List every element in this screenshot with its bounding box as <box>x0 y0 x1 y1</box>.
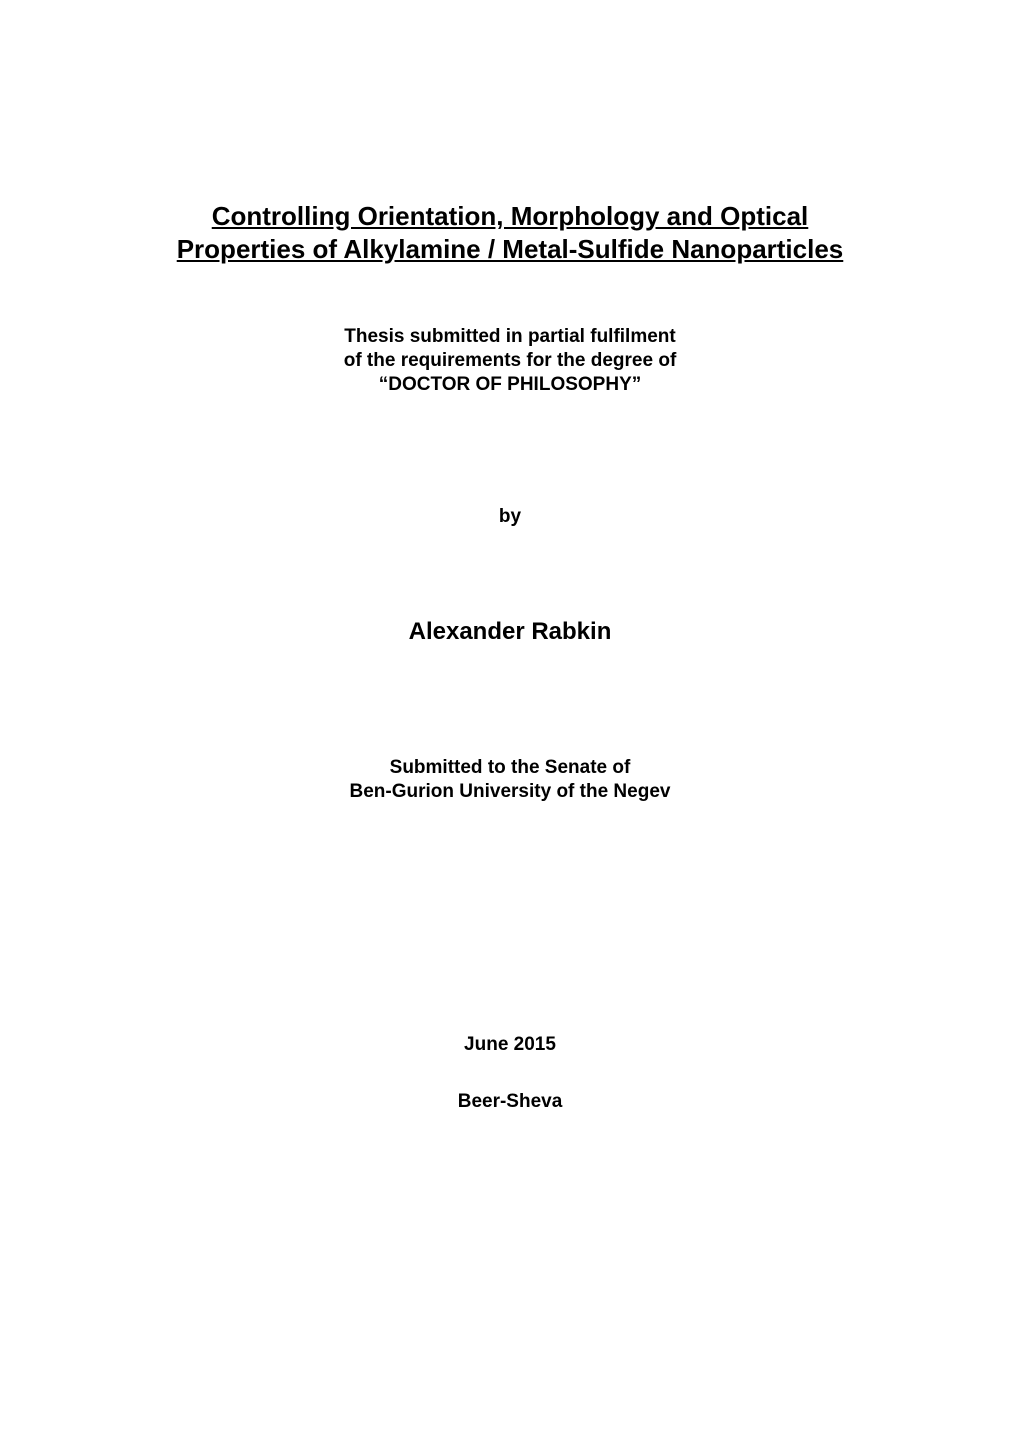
author-name: Alexander Rabkin <box>120 618 900 646</box>
submission-date: June 2015 <box>120 1034 900 1056</box>
submission-line-3: “DOCTOR OF PHILOSOPHY” <box>120 373 900 397</box>
submission-line-1: Thesis submitted in partial fulfilment <box>120 325 900 349</box>
senate-line-1: Submitted to the Senate of <box>120 756 900 780</box>
senate-submission-block: Submitted to the Senate of Ben-Gurion Un… <box>120 756 900 804</box>
thesis-title-line-1: Controlling Orientation, Morphology and … <box>120 200 900 233</box>
thesis-title-block: Controlling Orientation, Morphology and … <box>120 200 900 265</box>
submission-statement-block: Thesis submitted in partial fulfilment o… <box>120 325 900 396</box>
submission-line-2: of the requirements for the degree of <box>120 349 900 373</box>
by-label: by <box>120 506 900 528</box>
thesis-title-page: Controlling Orientation, Morphology and … <box>0 0 1020 1443</box>
senate-line-2: Ben-Gurion University of the Negev <box>120 780 900 804</box>
thesis-title-line-2: Properties of Alkylamine / Metal-Sulfide… <box>120 233 900 266</box>
submission-place: Beer-Sheva <box>120 1091 900 1113</box>
